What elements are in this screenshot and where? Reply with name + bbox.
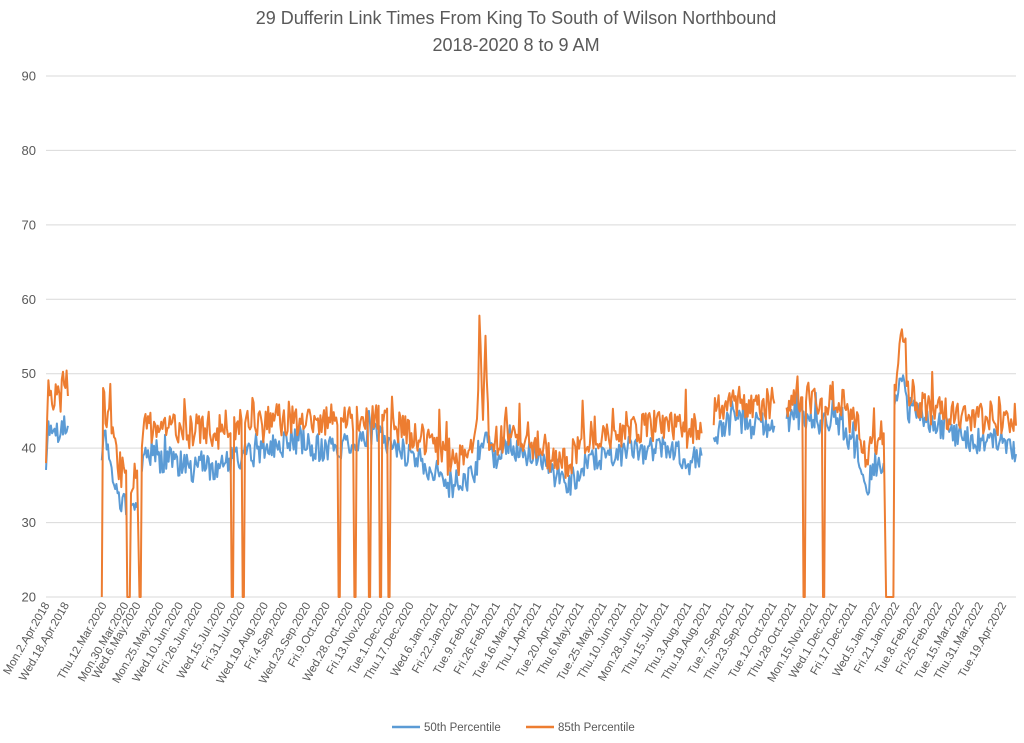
y-tick-label: 30 bbox=[22, 515, 36, 530]
gridlines bbox=[46, 75, 1016, 598]
legend-label-50th: 50th Percentile bbox=[424, 722, 501, 734]
chart-title: 29 Dufferin Link Times From King To Sout… bbox=[256, 8, 777, 28]
y-tick-label: 90 bbox=[22, 69, 36, 84]
y-tick-label: 80 bbox=[22, 143, 36, 158]
y-axis-ticks: 20 30 40 50 60 70 80 90 bbox=[22, 69, 36, 605]
y-tick-label: 70 bbox=[22, 217, 36, 232]
y-tick-label: 60 bbox=[22, 292, 36, 307]
series-line-85th bbox=[45, 314, 1017, 598]
y-tick-label: 20 bbox=[22, 590, 36, 605]
chart-subtitle: 2018-2020 8 to 9 AM bbox=[432, 35, 599, 55]
legend-label-85th: 85th Percentile bbox=[558, 722, 635, 734]
x-axis-ticks: Mon.2.Apr.2018Wed.18.Apr.2018Thu.12.Mar.… bbox=[2, 600, 1010, 686]
legend: 50th Percentile 85th Percentile bbox=[392, 722, 635, 734]
y-tick-label: 50 bbox=[22, 366, 36, 381]
y-tick-label: 40 bbox=[22, 441, 36, 456]
series-lines bbox=[45, 314, 1017, 598]
